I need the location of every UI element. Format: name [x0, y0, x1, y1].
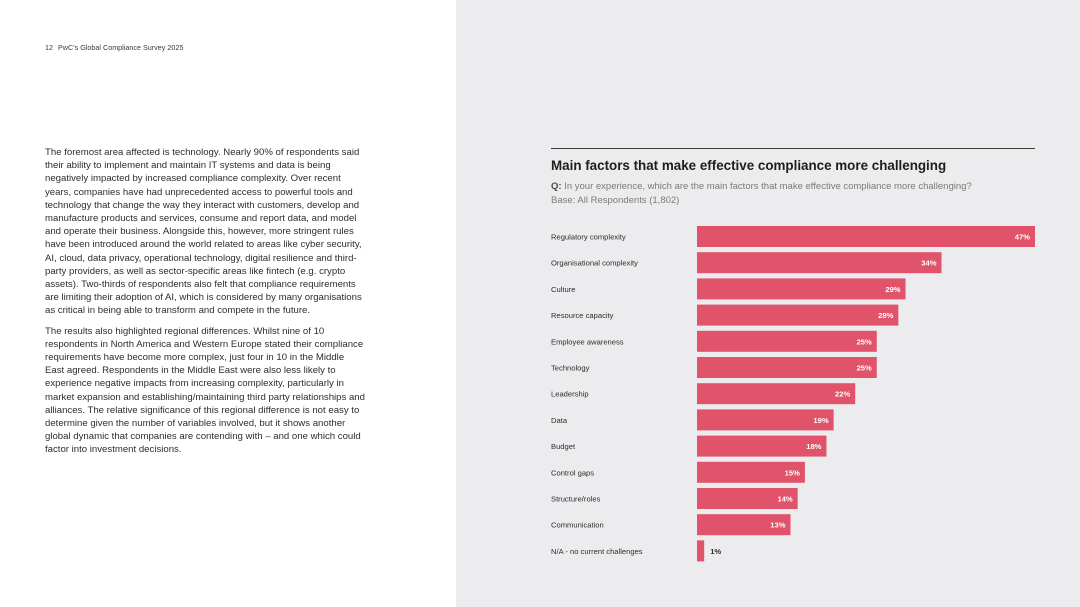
- value-label: 34%: [921, 259, 936, 268]
- chart-base: Base: All Respondents (1,802): [551, 195, 680, 206]
- value-label: 47%: [1015, 233, 1030, 242]
- bar: [697, 357, 877, 378]
- category-label: Culture: [551, 285, 575, 294]
- chart-title: Main factors that make effective complia…: [551, 158, 947, 173]
- category-label: Leadership: [551, 390, 589, 399]
- category-label: Structure/roles: [551, 495, 601, 504]
- value-label: 25%: [857, 364, 872, 373]
- bar: [697, 540, 705, 562]
- bar: [697, 304, 899, 326]
- category-label: Budget: [551, 442, 576, 451]
- value-label: 29%: [885, 285, 900, 294]
- bar-chart: Regulatory complexity 47% Organisational c…: [551, 226, 1035, 562]
- left-page: [0, 0, 456, 607]
- bar: [697, 488, 798, 509]
- bar: [697, 330, 877, 352]
- value-label: 22%: [835, 390, 850, 399]
- value-label: 19%: [813, 416, 828, 425]
- page-number: 12: [45, 43, 53, 52]
- category-label: Employee awareness: [551, 337, 624, 346]
- category-label: Technology: [551, 364, 590, 373]
- bar: [697, 409, 834, 431]
- category-label: Resource capacity: [551, 311, 614, 320]
- category-label: Control gaps: [551, 468, 594, 477]
- category-label: N/A - no current challenges: [551, 547, 643, 556]
- bar: [697, 383, 856, 405]
- value-label: 28%: [878, 311, 893, 320]
- chart-top-rule: [551, 148, 1035, 149]
- bar: [697, 514, 791, 536]
- value-label: 15%: [785, 468, 800, 477]
- value-label: 13%: [770, 521, 785, 530]
- chart-question: Q: In your experience, which are the mai…: [551, 181, 972, 192]
- question-prefix: Q:: [551, 181, 562, 192]
- body-paragraph-2: The results also highlighted regional di…: [45, 325, 365, 456]
- value-label: 1%: [710, 547, 721, 556]
- body-paragraph-1: The foremost area affected is technology…: [45, 147, 362, 317]
- publication-title: PwC’s Global Compliance Survey 2025: [58, 43, 184, 52]
- bar: [697, 226, 1035, 247]
- value-label: 14%: [777, 495, 792, 504]
- category-label: Regulatory complexity: [551, 233, 626, 242]
- bar: [697, 461, 805, 483]
- bar: [697, 435, 827, 457]
- value-label: 18%: [806, 442, 821, 451]
- bar: [697, 278, 906, 300]
- category-label: Data: [551, 416, 568, 425]
- page-header: 12 PwC’s Global Compliance Survey 2025: [45, 43, 186, 52]
- category-label: Communication: [551, 521, 604, 530]
- body-text: The foremost area affected is technology…: [45, 146, 365, 464]
- question-text: In your experience, which are the main f…: [564, 181, 972, 192]
- value-label: 25%: [857, 337, 872, 346]
- bar: [697, 252, 942, 274]
- category-label: Organisational complexity: [551, 259, 638, 268]
